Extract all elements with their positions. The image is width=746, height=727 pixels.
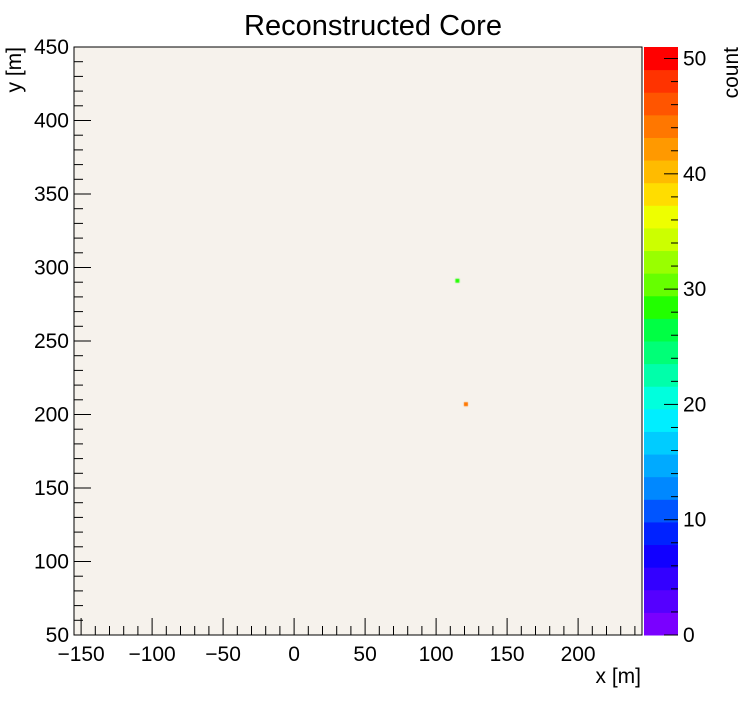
- y-tick-label: 350: [34, 183, 69, 206]
- color-scale-band: [644, 182, 678, 206]
- color-scale-band: [644, 227, 678, 252]
- color-scale-band: [644, 476, 678, 500]
- y-axis-label: y [m]: [3, 47, 26, 93]
- color-scale-band: [644, 160, 678, 184]
- x-tick-label: 150: [490, 643, 525, 666]
- color-scale-band: [644, 544, 678, 568]
- x-tick-label: 200: [561, 643, 596, 666]
- color-scale-band: [644, 499, 678, 523]
- z-tick-label: 30: [683, 278, 706, 301]
- color-scale-axis: 0 10 20 30 40 50: [664, 48, 706, 647]
- x-axis-label: x [m]: [596, 665, 642, 688]
- x-tick-label: 100: [419, 643, 454, 666]
- x-tick-label: 50: [353, 643, 376, 666]
- z-tick-label: 40: [683, 163, 706, 186]
- z-tick-label: 20: [683, 393, 706, 416]
- x-axis: −150 −100 −50 0 50 100 150 200: [57, 618, 636, 666]
- color-scale-bar: [644, 47, 678, 636]
- color-scale-band: [644, 589, 678, 613]
- color-scale-band: [644, 318, 678, 342]
- color-scale-band: [644, 273, 678, 297]
- heatmap-bins: [74, 47, 642, 635]
- color-scale-band: [644, 137, 678, 161]
- x-tick-label: 0: [288, 643, 300, 666]
- y-tick-label: 450: [34, 36, 69, 59]
- color-scale-band: [644, 612, 678, 636]
- color-scale-band: [644, 69, 678, 93]
- color-scale-label: count: [720, 47, 743, 99]
- x-tick-label: −100: [128, 643, 175, 666]
- color-scale-band: [644, 454, 678, 478]
- color-scale-band: [644, 205, 678, 229]
- color-scale-band: [644, 567, 678, 591]
- color-scale-band: [644, 47, 678, 71]
- color-scale-band: [644, 295, 678, 319]
- color-scale-band: [644, 341, 678, 365]
- y-tick-label: 50: [46, 624, 69, 647]
- y-tick-label: 200: [34, 404, 69, 427]
- heatmap-canvas-holder: [74, 47, 642, 635]
- y-tick-label: 100: [34, 551, 69, 574]
- color-scale-band: [644, 521, 678, 546]
- y-axis: 50 100 150 200 250 300 350 400 450: [34, 36, 91, 647]
- color-scale-band: [644, 408, 678, 432]
- y-tick-label: 300: [34, 257, 69, 280]
- color-scale-band: [644, 386, 678, 410]
- x-tick-label: −150: [57, 643, 104, 666]
- y-tick-label: 250: [34, 330, 69, 353]
- x-tick-label: −50: [205, 643, 241, 666]
- z-tick-label: 0: [683, 624, 695, 647]
- color-scale-band: [644, 363, 678, 387]
- y-tick-label: 400: [34, 110, 69, 133]
- z-tick-label: 50: [683, 48, 706, 71]
- color-scale-band: [644, 431, 678, 455]
- z-tick-label: 10: [683, 509, 706, 532]
- y-tick-label: 150: [34, 477, 69, 500]
- chart-title: Reconstructed Core: [244, 10, 502, 42]
- color-scale-band: [644, 114, 678, 138]
- color-scale-band: [644, 92, 678, 116]
- color-scale-band: [644, 250, 678, 274]
